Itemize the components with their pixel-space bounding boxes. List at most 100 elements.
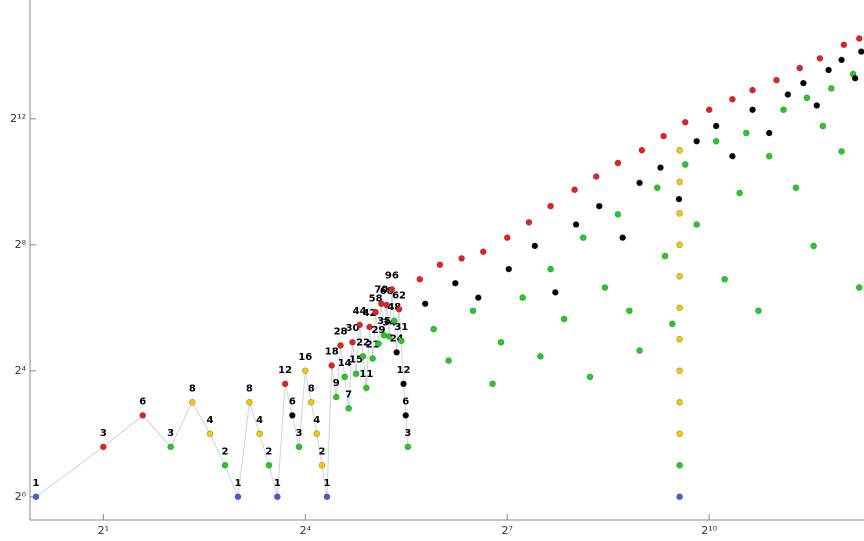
- point: [489, 380, 496, 388]
- point: [531, 242, 539, 250]
- point: [676, 273, 683, 280]
- data-label: 3: [296, 428, 303, 439]
- point: [855, 35, 863, 42]
- point: [274, 493, 281, 501]
- data-label: 3: [100, 428, 107, 439]
- point: [755, 307, 762, 315]
- point: [281, 380, 289, 388]
- point: [705, 106, 713, 114]
- point: [430, 325, 437, 333]
- data-label: 1: [323, 478, 330, 489]
- point: [167, 443, 174, 451]
- point: [614, 211, 622, 218]
- point: [693, 137, 700, 145]
- data-label: 11: [359, 369, 373, 380]
- data-label: 4: [313, 415, 320, 426]
- point: [792, 184, 800, 191]
- x-tick-label: 2¹⁰: [701, 524, 717, 537]
- point: [505, 265, 513, 273]
- point: [840, 41, 848, 49]
- y-tick-label: 2⁰: [15, 490, 27, 503]
- point: [289, 412, 296, 419]
- point: [712, 137, 720, 145]
- point: [369, 355, 376, 362]
- data-label: 21: [366, 339, 380, 350]
- data-label: 8: [246, 383, 253, 394]
- point: [749, 86, 756, 94]
- point: [676, 336, 683, 343]
- point: [676, 399, 683, 406]
- point: [773, 76, 780, 84]
- point: [676, 461, 683, 469]
- y-tick-label: 2⁴: [15, 364, 27, 377]
- data-label: 34: [382, 318, 396, 329]
- point: [657, 164, 664, 171]
- sequence-line: [35, 289, 409, 499]
- data-label: 18: [325, 346, 339, 357]
- point: [265, 461, 273, 469]
- point: [729, 152, 736, 160]
- point: [572, 221, 580, 228]
- point: [458, 255, 465, 262]
- point: [537, 353, 544, 360]
- point: [383, 301, 391, 309]
- data-label: 70: [374, 285, 388, 296]
- point: [729, 95, 736, 103]
- point: [246, 399, 253, 406]
- point: [825, 66, 832, 74]
- point: [479, 248, 487, 256]
- point: [851, 74, 859, 82]
- point: [386, 333, 393, 340]
- point: [402, 412, 410, 419]
- point: [813, 102, 821, 109]
- point: [388, 286, 396, 293]
- point: [693, 221, 700, 228]
- point: [784, 91, 792, 98]
- data-label: 6: [289, 396, 296, 407]
- data-label: 48: [387, 302, 401, 313]
- point: [469, 307, 477, 315]
- point: [234, 493, 242, 501]
- data-label: 31: [394, 322, 408, 333]
- data-label: 96: [385, 270, 399, 281]
- point: [619, 234, 626, 241]
- data-label: 1: [274, 478, 281, 489]
- point: [372, 308, 379, 316]
- point: [660, 132, 667, 140]
- point: [474, 294, 482, 301]
- data-label: 4: [256, 415, 263, 426]
- point: [595, 202, 603, 210]
- point: [838, 148, 845, 155]
- point: [256, 430, 263, 438]
- point: [661, 252, 669, 260]
- data-label: 8: [308, 383, 315, 394]
- point: [636, 347, 643, 354]
- point: [313, 430, 321, 438]
- point: [742, 129, 750, 137]
- point: [636, 179, 643, 187]
- point: [838, 56, 845, 64]
- data-label: 58: [369, 293, 383, 304]
- point: [552, 289, 559, 296]
- point: [341, 373, 348, 381]
- point: [736, 189, 743, 197]
- data-label: 8: [189, 383, 196, 394]
- data-label: 12: [397, 365, 411, 376]
- data-label: 2: [265, 446, 272, 457]
- data-label: 12: [278, 365, 292, 376]
- x-tick-label: 2⁴: [300, 524, 312, 537]
- point: [452, 279, 459, 287]
- point: [378, 300, 385, 308]
- point: [400, 380, 407, 388]
- point: [497, 338, 505, 346]
- data-label: 6: [402, 396, 409, 407]
- point: [653, 184, 661, 191]
- point: [189, 399, 196, 406]
- point: [681, 161, 689, 168]
- point: [571, 186, 578, 194]
- point: [675, 195, 683, 203]
- point: [796, 64, 804, 72]
- point: [681, 118, 689, 126]
- data-label: 22: [356, 337, 370, 348]
